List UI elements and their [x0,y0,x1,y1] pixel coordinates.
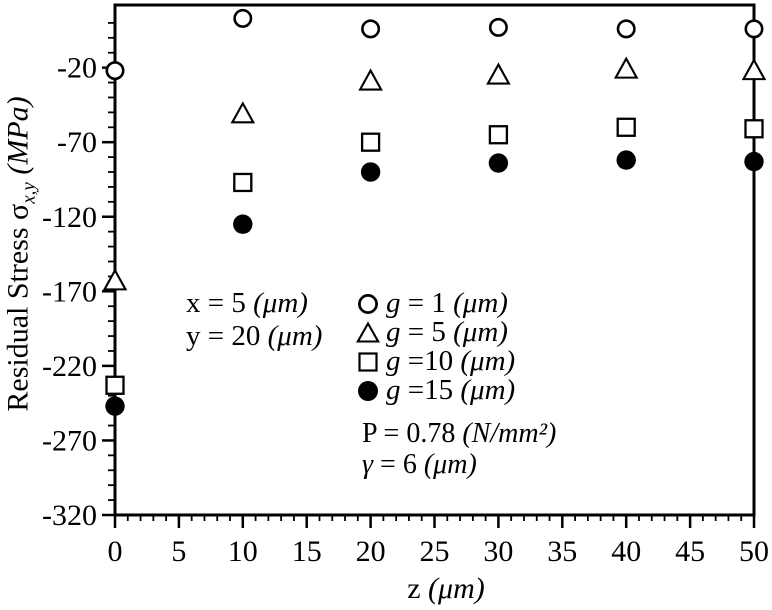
legend-eq: = 5 [400,316,454,348]
legend-label: g = 5 (μm) [386,316,508,349]
x-tick-label: 5 [171,535,186,568]
data-point-filled-circle [488,153,509,173]
y-tick-label: -20 [57,52,97,85]
legend-unit: (μm) [453,287,508,319]
y-tick-label: -320 [42,499,97,532]
annotation-var: x [186,287,201,319]
annotation-unit: (μm) [253,287,308,319]
data-point-open-square [233,172,253,193]
annotation-eq: = 6 [373,449,424,480]
open-circle-icon [358,293,378,314]
legend-item-g10: g =10 (μm) [355,345,515,378]
x-tick-label: 45 [675,535,705,568]
data-point-open-triangle [613,56,639,79]
x-tick-label: 0 [108,535,123,568]
annotation-unit: (N/mm²) [462,418,557,449]
annotation-x-condition: x = 5 (μm) [186,287,322,320]
legend-label: g = 1 (μm) [386,287,508,320]
legend-var: g [386,345,401,377]
data-point-open-circle [616,19,636,39]
annotation-eq: = 20 [200,320,268,352]
x-tick-label: 50 [739,535,769,568]
y-tick-label: -120 [42,201,97,234]
data-point-open-square [616,117,636,137]
annotation-eq: = 5 [200,287,254,319]
x-axis-title-text: z [407,572,421,605]
x-tick-label: 30 [483,535,513,568]
legend-unit: (μm) [460,345,516,377]
x-tick-label: 40 [611,535,641,568]
y-axis-title-text: Residual Stress σ [1,203,35,412]
data-point-open-circle [488,17,508,37]
y-tick-label: -270 [42,424,97,457]
y-axis-title-subscript: x,y [18,182,40,204]
data-point-open-circle [233,8,253,28]
data-point-open-triangle [486,62,511,85]
annotation-pressure: P = 0.78 (N/mm²) [362,418,556,449]
data-point-filled-circle [360,162,381,182]
data-point-filled-circle [744,151,764,172]
x-tick-label: 15 [292,535,322,568]
data-point-filled-circle [105,396,125,416]
y-tick-label: -170 [42,275,97,308]
x-axis-title: z (μm) [407,572,485,606]
x-axis-title-unit: (μm) [428,572,485,605]
legend-var: g [386,374,401,406]
open-square-icon [358,351,378,372]
annotation-unit: (μm) [423,449,477,480]
data-point-open-circle [361,19,381,39]
legend-unit: (μm) [453,316,508,348]
parameter-annotation: P = 0.78 (N/mm²) γ = 6 (μm) [362,418,556,480]
data-point-open-triangle [102,268,128,291]
annotation-y-condition: y = 20 (μm) [186,320,322,353]
y-axis-title: Residual Stress σx,y (MPa) [1,96,40,412]
x-tick-label: 20 [356,535,386,568]
legend-label: g =10 (μm) [386,345,515,378]
data-point-open-circle [105,61,125,81]
open-triangle-icon [355,320,381,343]
legend-eq: =15 [400,374,461,406]
legend-item-g5: g = 5 (μm) [355,316,515,349]
data-point-open-square [360,132,381,152]
data-point-open-circle [744,19,764,39]
annotation-unit: (μm) [267,320,323,352]
annotation-var: y [186,320,201,352]
legend-item-g15: g =15 (μm) [355,374,515,407]
y-tick-label: -220 [42,350,97,383]
filled-circle-icon [358,380,378,401]
annotation-var: P [362,418,377,449]
data-point-open-triangle [358,68,383,91]
data-point-open-square [105,375,125,395]
data-point-open-triangle [741,57,767,81]
annotation-eq: = 0.78 [376,418,463,449]
x-tick-label: 25 [420,535,450,568]
x-tick-label: 10 [228,535,258,568]
y-tick-label: -70 [57,126,97,159]
data-point-filled-circle [233,214,253,234]
y-axis-title-unit: (MPa) [1,96,35,175]
legend-eq: = 1 [400,287,454,319]
data-point-open-triangle [230,101,256,124]
legend-label: g =15 (μm) [386,374,515,407]
legend-var: g [386,287,401,319]
annotation-gamma: γ = 6 (μm) [362,449,556,480]
x-tick-label: 35 [547,535,577,568]
legend-eq: =10 [400,345,461,377]
legend-unit: (μm) [460,374,516,406]
legend: g = 1 (μm) g = 5 (μm) g =10 (μm) g =15 (… [355,287,515,407]
data-point-open-square [744,119,764,139]
legend-var: g [386,316,401,348]
data-point-filled-circle [616,150,636,170]
annotation-var: γ [362,449,374,480]
data-point-open-square [488,125,509,145]
condition-annotation: x = 5 (μm) y = 20 (μm) [186,287,322,353]
legend-item-g1: g = 1 (μm) [355,287,515,320]
